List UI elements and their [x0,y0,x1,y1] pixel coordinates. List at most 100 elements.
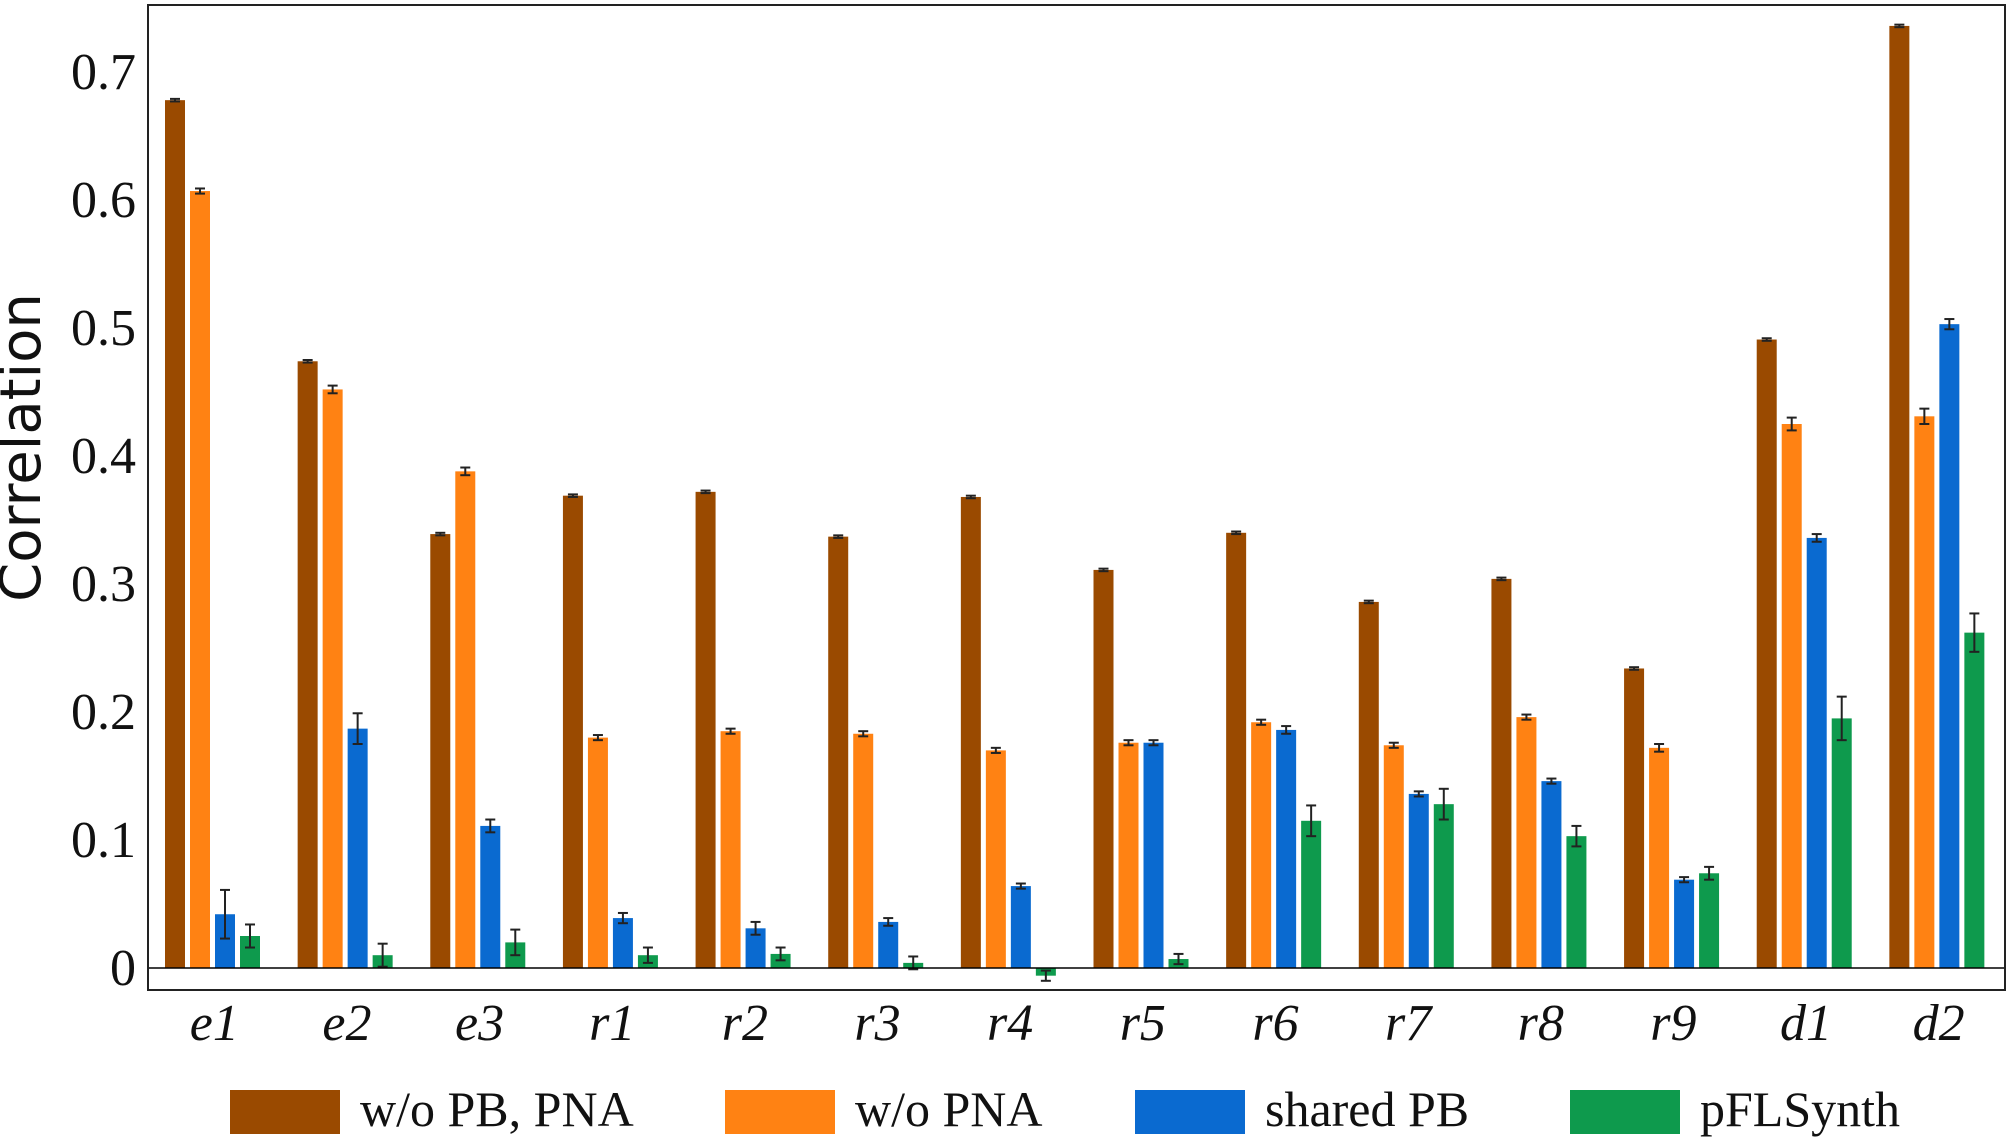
error-bar-r1-series-3 [617,911,628,925]
legend-label-series-4: pFLSynth [1700,1081,1900,1137]
legend-label-series-1: w/o PB, PNA [360,1081,634,1137]
bar-r6-series-4 [1301,820,1322,968]
bar-r8-series-1 [1491,578,1512,968]
bar-e3-series-3 [480,825,501,968]
bar-r9-series-1 [1624,668,1645,968]
error-bar-r2-series-4 [775,946,786,962]
error-bar-d2-series-4 [1969,612,1980,653]
bar-d1-series-4 [1831,718,1852,968]
error-bar-r7-series-4 [1438,787,1449,821]
bar-r7-series-3 [1408,793,1429,968]
error-bar-r7-series-1 [1363,599,1374,605]
error-bar-r8-series-4 [1571,824,1582,848]
y-tick-label-0.2: 0.2 [71,684,136,741]
x-tick-label-r9: r9 [1650,995,1696,1052]
y-axis-ticks: 0 0.1 0.2 0.3 0.4 0.5 0.6 0.7 [71,44,136,997]
x-tick-label-r3: r3 [854,995,900,1052]
error-bar-e1-series-4 [245,923,255,949]
error-bar-e3-series-4 [510,928,521,957]
error-bar-e3-series-2 [460,466,471,477]
bar-d1-series-1 [1756,339,1777,968]
bar-r2-series-1 [695,491,716,968]
x-tick-label-r8: r8 [1518,995,1564,1052]
legend: w/o PB, PNA w/o PNA shared PB pFLSynth [230,1081,1900,1137]
error-bar-r3-series-2 [858,730,869,738]
error-bar-r4-series-1 [965,494,976,500]
error-bar-r6-series-3 [1281,725,1292,735]
error-bar-r6-series-4 [1306,804,1317,838]
bar-d1-series-2 [1781,424,1802,968]
plot-area-frame [147,4,2006,991]
error-bar-e2-series-1 [302,359,313,364]
error-bar-e1-series-3 [220,888,230,940]
error-bar-r4-series-2 [990,746,1001,754]
error-bar-r8-series-2 [1521,713,1532,721]
y-tick-label-0.1: 0.1 [71,812,136,869]
x-tick-label-r4: r4 [987,995,1033,1052]
x-tick-label-r5: r5 [1120,995,1166,1052]
bar-r9-series-3 [1674,879,1695,968]
legend-swatch-series-2 [725,1090,835,1134]
bar-r8-series-3 [1541,781,1562,968]
bar-d2-series-3 [1939,324,1960,968]
bar-r7-series-2 [1383,745,1404,968]
bar-e2-series-3 [347,728,368,968]
y-tick-label-0.3: 0.3 [71,556,136,613]
x-tick-label-e2: e2 [322,995,371,1052]
error-bar-d2-series-2 [1919,407,1930,425]
error-bars-layer [170,23,1980,982]
legend-swatch-series-4 [1570,1090,1680,1134]
y-tick-label-0.4: 0.4 [71,428,136,485]
x-axis-categories: e1 e2 e3 r1 r2 r3 r4 r5 r6 r7 r8 r9 d1 d2 [190,995,1965,1052]
legend-item-series-4: pFLSynth [1570,1081,1900,1137]
error-bar-d2-series-3 [1944,318,1955,331]
bar-d1-series-3 [1806,537,1827,968]
legend-item-series-1: w/o PB, PNA [230,1081,634,1137]
error-bar-r2-series-1 [700,489,711,495]
error-bar-r9-series-1 [1629,666,1640,671]
bar-r4-series-1 [960,496,981,968]
legend-label-series-2: w/o PNA [855,1081,1043,1137]
bar-r5-series-3 [1143,742,1164,968]
x-tick-label-d1: d1 [1780,995,1832,1052]
bar-r3-series-2 [853,733,874,968]
error-bar-r6-series-1 [1231,530,1242,536]
bar-e1-series-4 [240,936,260,968]
legend-item-series-3: shared PB [1135,1081,1469,1137]
error-bar-r8-series-3 [1546,777,1557,785]
bar-r8-series-2 [1516,717,1537,968]
legend-swatch-series-1 [230,1090,340,1134]
bar-r1-series-3 [612,918,633,968]
error-bar-r9-series-4 [1704,865,1715,881]
error-bar-d1-series-3 [1811,533,1822,543]
bar-r6-series-1 [1226,532,1247,968]
bar-r2-series-2 [720,731,741,968]
error-bar-r6-series-2 [1256,718,1267,726]
bar-d2-series-2 [1914,416,1935,968]
x-tick-label-r2: r2 [722,995,768,1052]
error-bar-r2-series-3 [750,920,761,936]
bar-r9-series-4 [1699,873,1720,968]
x-tick-label-d2: d2 [1913,995,1965,1052]
bar-r6-series-2 [1251,722,1272,968]
bar-e3-series-2 [455,471,476,968]
bar-e2-series-2 [322,389,343,968]
error-bar-d1-series-4 [1836,695,1847,742]
error-bar-r9-series-2 [1654,743,1665,753]
bar-r6-series-3 [1276,729,1297,968]
x-tick-label-e3: e3 [455,995,504,1052]
error-bar-r5-series-4 [1173,952,1184,966]
error-bar-d2-series-1 [1894,23,1905,29]
y-tick-label-0.7: 0.7 [71,44,136,101]
error-bar-d1-series-2 [1786,416,1797,432]
bar-d2-series-1 [1889,25,1910,969]
error-bar-r8-series-1 [1496,576,1507,582]
error-bar-r2-series-2 [725,727,736,735]
x-tick-label-r7: r7 [1385,995,1433,1052]
legend-label-series-3: shared PB [1265,1081,1469,1137]
bar-r5-series-1 [1093,569,1114,968]
error-bar-d1-series-1 [1761,337,1772,342]
error-bar-r5-series-3 [1148,739,1159,747]
x-tick-label-e1: e1 [190,995,239,1052]
